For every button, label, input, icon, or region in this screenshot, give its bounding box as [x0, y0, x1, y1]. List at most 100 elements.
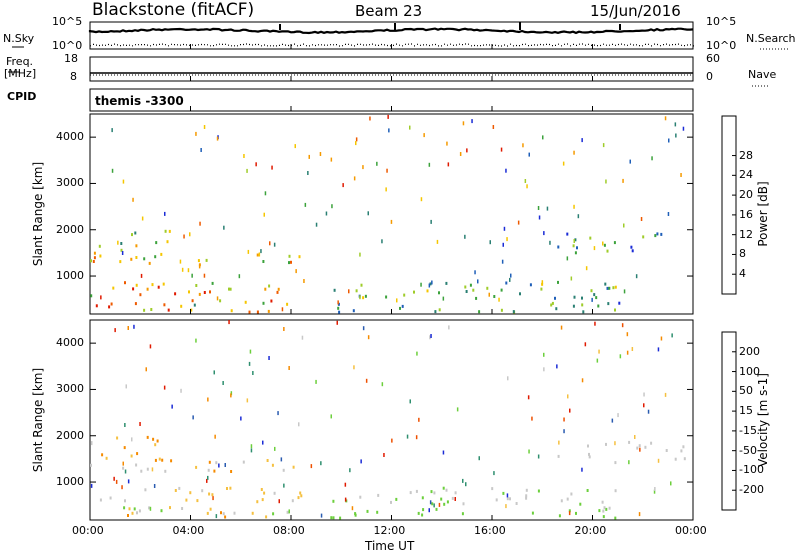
heatmap-cell [90, 259, 92, 263]
heatmap-cell [415, 489, 418, 493]
heatmap-cell [264, 191, 267, 196]
heatmap-cell [630, 245, 633, 249]
heatmap-cell [631, 249, 634, 253]
heatmap-cell [588, 452, 590, 456]
heatmap-cell [91, 441, 93, 446]
heatmap-cell [638, 512, 641, 517]
heatmap-cell [262, 260, 265, 263]
heatmap-cell [95, 304, 98, 308]
heatmap-cell [614, 308, 616, 312]
heatmap-cell [376, 161, 378, 166]
heatmap-cell [569, 408, 571, 413]
heatmap-cell [185, 498, 188, 502]
heatmap-cell [286, 302, 289, 306]
heatmap-cell [337, 306, 340, 310]
heatmap-cell [125, 384, 127, 389]
heatmap-cell [656, 232, 659, 236]
heatmap-cell [541, 282, 544, 286]
heatmap-cell [376, 510, 379, 514]
power-heatmap [90, 114, 685, 314]
x-tick-label: 12:00 [373, 524, 406, 537]
heatmap-cell [288, 509, 290, 514]
heatmap-cell [292, 465, 295, 469]
heatmap-cell [420, 197, 423, 202]
heatmap-cell [294, 144, 296, 149]
heatmap-cell [428, 162, 431, 167]
heatmap-cell [573, 295, 576, 299]
velocity-colorbar [721, 331, 737, 511]
heatmap-cell [101, 453, 104, 457]
heatmap-cell [114, 328, 116, 333]
heatmap-cell [128, 507, 131, 511]
heatmap-cell [283, 483, 285, 488]
heatmap-cell [146, 435, 149, 439]
heatmap-cell [593, 293, 596, 297]
heatmap-cell [586, 489, 589, 492]
heatmap-cell [342, 183, 344, 188]
heatmap-cell [268, 356, 270, 360]
heatmap-cell [263, 212, 265, 217]
heatmap-cell [621, 323, 624, 328]
heatmap-cell [438, 291, 440, 295]
heatmap-cell [465, 482, 467, 487]
heatmap-cell [626, 350, 629, 355]
colorbar-tick-label: 15 [739, 404, 753, 418]
heatmap-cell [191, 299, 194, 303]
heatmap-cell [486, 286, 489, 290]
heatmap-cell [386, 168, 388, 173]
x-tick-label: 00:00 [675, 524, 707, 537]
heatmap-cell [353, 176, 356, 181]
heatmap-cell [250, 448, 253, 453]
heatmap-cell [531, 511, 534, 515]
heatmap-cell [354, 513, 357, 517]
heatmap-cell [574, 251, 577, 255]
y-tick-label: 4000 [56, 336, 84, 350]
heatmap-cell [208, 492, 211, 496]
heatmap-cell [230, 309, 233, 313]
heatmap-cell [582, 310, 585, 314]
heatmap-cell [92, 260, 95, 263]
heatmap-cell [187, 268, 190, 273]
heatmap-cell [464, 285, 467, 289]
heatmap-cell [272, 512, 275, 516]
heatmap-cell [119, 260, 122, 264]
heatmap-cell [139, 422, 141, 426]
heatmap-cell [222, 512, 225, 516]
heatmap-cell [362, 296, 365, 300]
heatmap-cell [355, 289, 358, 293]
heatmap-cell [99, 498, 102, 502]
heatmap-cell [500, 147, 503, 152]
heatmap-cell [333, 288, 336, 292]
heatmap-cell [560, 325, 563, 330]
heatmap-cell [359, 495, 362, 499]
heatmap-cell [588, 455, 591, 459]
heatmap-cell [276, 290, 279, 294]
heatmap-cell [605, 507, 608, 511]
heatmap-cell [230, 391, 233, 396]
heatmap-cell [291, 499, 294, 503]
heatmap-cell [469, 283, 472, 287]
heatmap-cell [529, 283, 532, 287]
heatmap-cell [280, 457, 283, 462]
heatmap-cell [212, 496, 214, 501]
heatmap-cell [581, 467, 583, 472]
heatmap-cell [557, 454, 560, 458]
heatmap-cell [233, 511, 236, 515]
heatmap-cell [121, 251, 124, 255]
heatmap-cell [220, 511, 222, 515]
heatmap-cell [228, 320, 230, 325]
heatmap-cell [442, 450, 445, 455]
heatmap-cell [557, 245, 560, 249]
heatmap-cell [395, 497, 398, 501]
heatmap-cell [330, 414, 332, 419]
heatmap-cell [250, 444, 253, 449]
heatmap-cell [178, 486, 181, 490]
heatmap-cell [209, 507, 212, 511]
heatmap-cell [420, 282, 422, 287]
power-ylabel: Slant Range [km] [31, 161, 45, 267]
heatmap-cell [215, 461, 218, 465]
heatmap-cell [164, 229, 167, 233]
heatmap-cell [121, 485, 123, 490]
freq-lines [90, 72, 693, 76]
heatmap-cell [433, 491, 436, 495]
